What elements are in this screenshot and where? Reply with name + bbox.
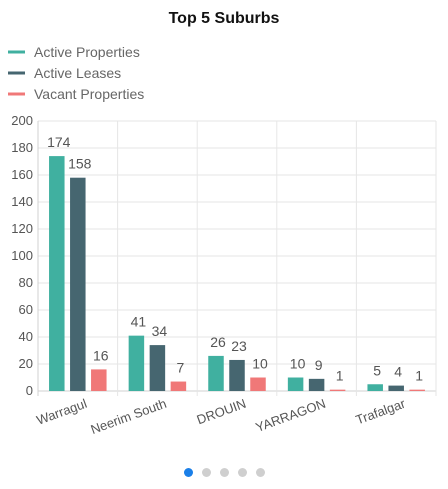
y-axis: 0 20 40 60 80 100 120 140 160 180 200 — [11, 113, 33, 398]
legend-swatch — [8, 50, 25, 54]
pager-dot[interactable] — [201, 468, 211, 477]
data-label: 158 — [68, 156, 92, 172]
data-label: 5 — [373, 362, 381, 378]
bar[interactable] — [367, 384, 383, 391]
legend-item[interactable]: Active Leases — [8, 65, 121, 81]
data-label: 1 — [415, 368, 423, 384]
legend-swatch — [8, 71, 25, 75]
pager-dot[interactable] — [255, 468, 265, 477]
data-label: 174 — [47, 134, 71, 150]
data-label: 26 — [210, 334, 226, 350]
legend-item[interactable]: Vacant Properties — [8, 86, 144, 102]
y-tick-label: 160 — [11, 167, 33, 182]
pager-dot[interactable] — [219, 468, 229, 477]
bar[interactable] — [149, 345, 166, 391]
legend-label: Active Leases — [34, 65, 121, 81]
y-tick-label: 120 — [11, 221, 33, 236]
pager-dot[interactable] — [183, 468, 193, 477]
chart-grid — [37, 120, 437, 396]
data-label: 16 — [93, 347, 109, 363]
y-tick-label: 100 — [11, 248, 33, 263]
chart-pager — [0, 468, 448, 480]
bar[interactable] — [329, 389, 346, 391]
data-label: 10 — [252, 356, 268, 372]
y-tick-label: 80 — [19, 275, 33, 290]
pager-dot[interactable] — [237, 468, 247, 477]
legend-swatch — [8, 92, 25, 96]
y-tick-label: 140 — [11, 194, 33, 209]
data-label: 9 — [315, 357, 323, 373]
y-tick-label: 0 — [26, 383, 33, 398]
x-tick-label: Warragul — [35, 396, 89, 428]
bar[interactable] — [128, 335, 145, 391]
x-tick-label: Trafalgar — [354, 395, 408, 427]
data-label: 23 — [231, 338, 247, 354]
chart-legend: Active Properties Active Leases Vacant Pro… — [8, 44, 144, 102]
legend-label: Active Properties — [34, 44, 140, 60]
bar[interactable] — [70, 177, 86, 391]
bar[interactable] — [229, 359, 245, 391]
bar[interactable] — [308, 378, 325, 391]
bar[interactable] — [409, 389, 425, 391]
data-label: 7 — [177, 360, 185, 376]
bar[interactable] — [287, 377, 304, 392]
data-label: 4 — [394, 364, 402, 380]
y-tick-label: 60 — [19, 302, 33, 317]
bar[interactable] — [91, 369, 107, 391]
y-tick-label: 180 — [11, 140, 33, 155]
data-label: 10 — [290, 356, 306, 372]
x-tick-label: DROUIN — [195, 396, 248, 428]
bar[interactable] — [208, 355, 224, 391]
data-label: 1 — [336, 368, 344, 384]
legend-item[interactable]: Active Properties — [8, 44, 140, 60]
data-label: 34 — [152, 323, 168, 339]
chart-title: Top 5 Suburbs — [169, 10, 280, 27]
bar[interactable] — [388, 385, 404, 391]
y-tick-label: 20 — [19, 356, 33, 371]
data-label: 41 — [131, 314, 147, 330]
bar[interactable] — [250, 377, 266, 392]
y-tick-label: 40 — [19, 329, 33, 344]
x-tick-label: Neerim South — [89, 396, 169, 437]
y-tick-label: 200 — [11, 113, 33, 128]
bar[interactable] — [49, 156, 65, 391]
x-tick-label: YARRAGON — [253, 396, 327, 435]
bar[interactable] — [170, 381, 187, 391]
x-axis: Warragul Neerim South DROUIN YARRAGON Trafal… — [35, 395, 408, 437]
legend-label: Vacant Properties — [34, 86, 144, 102]
